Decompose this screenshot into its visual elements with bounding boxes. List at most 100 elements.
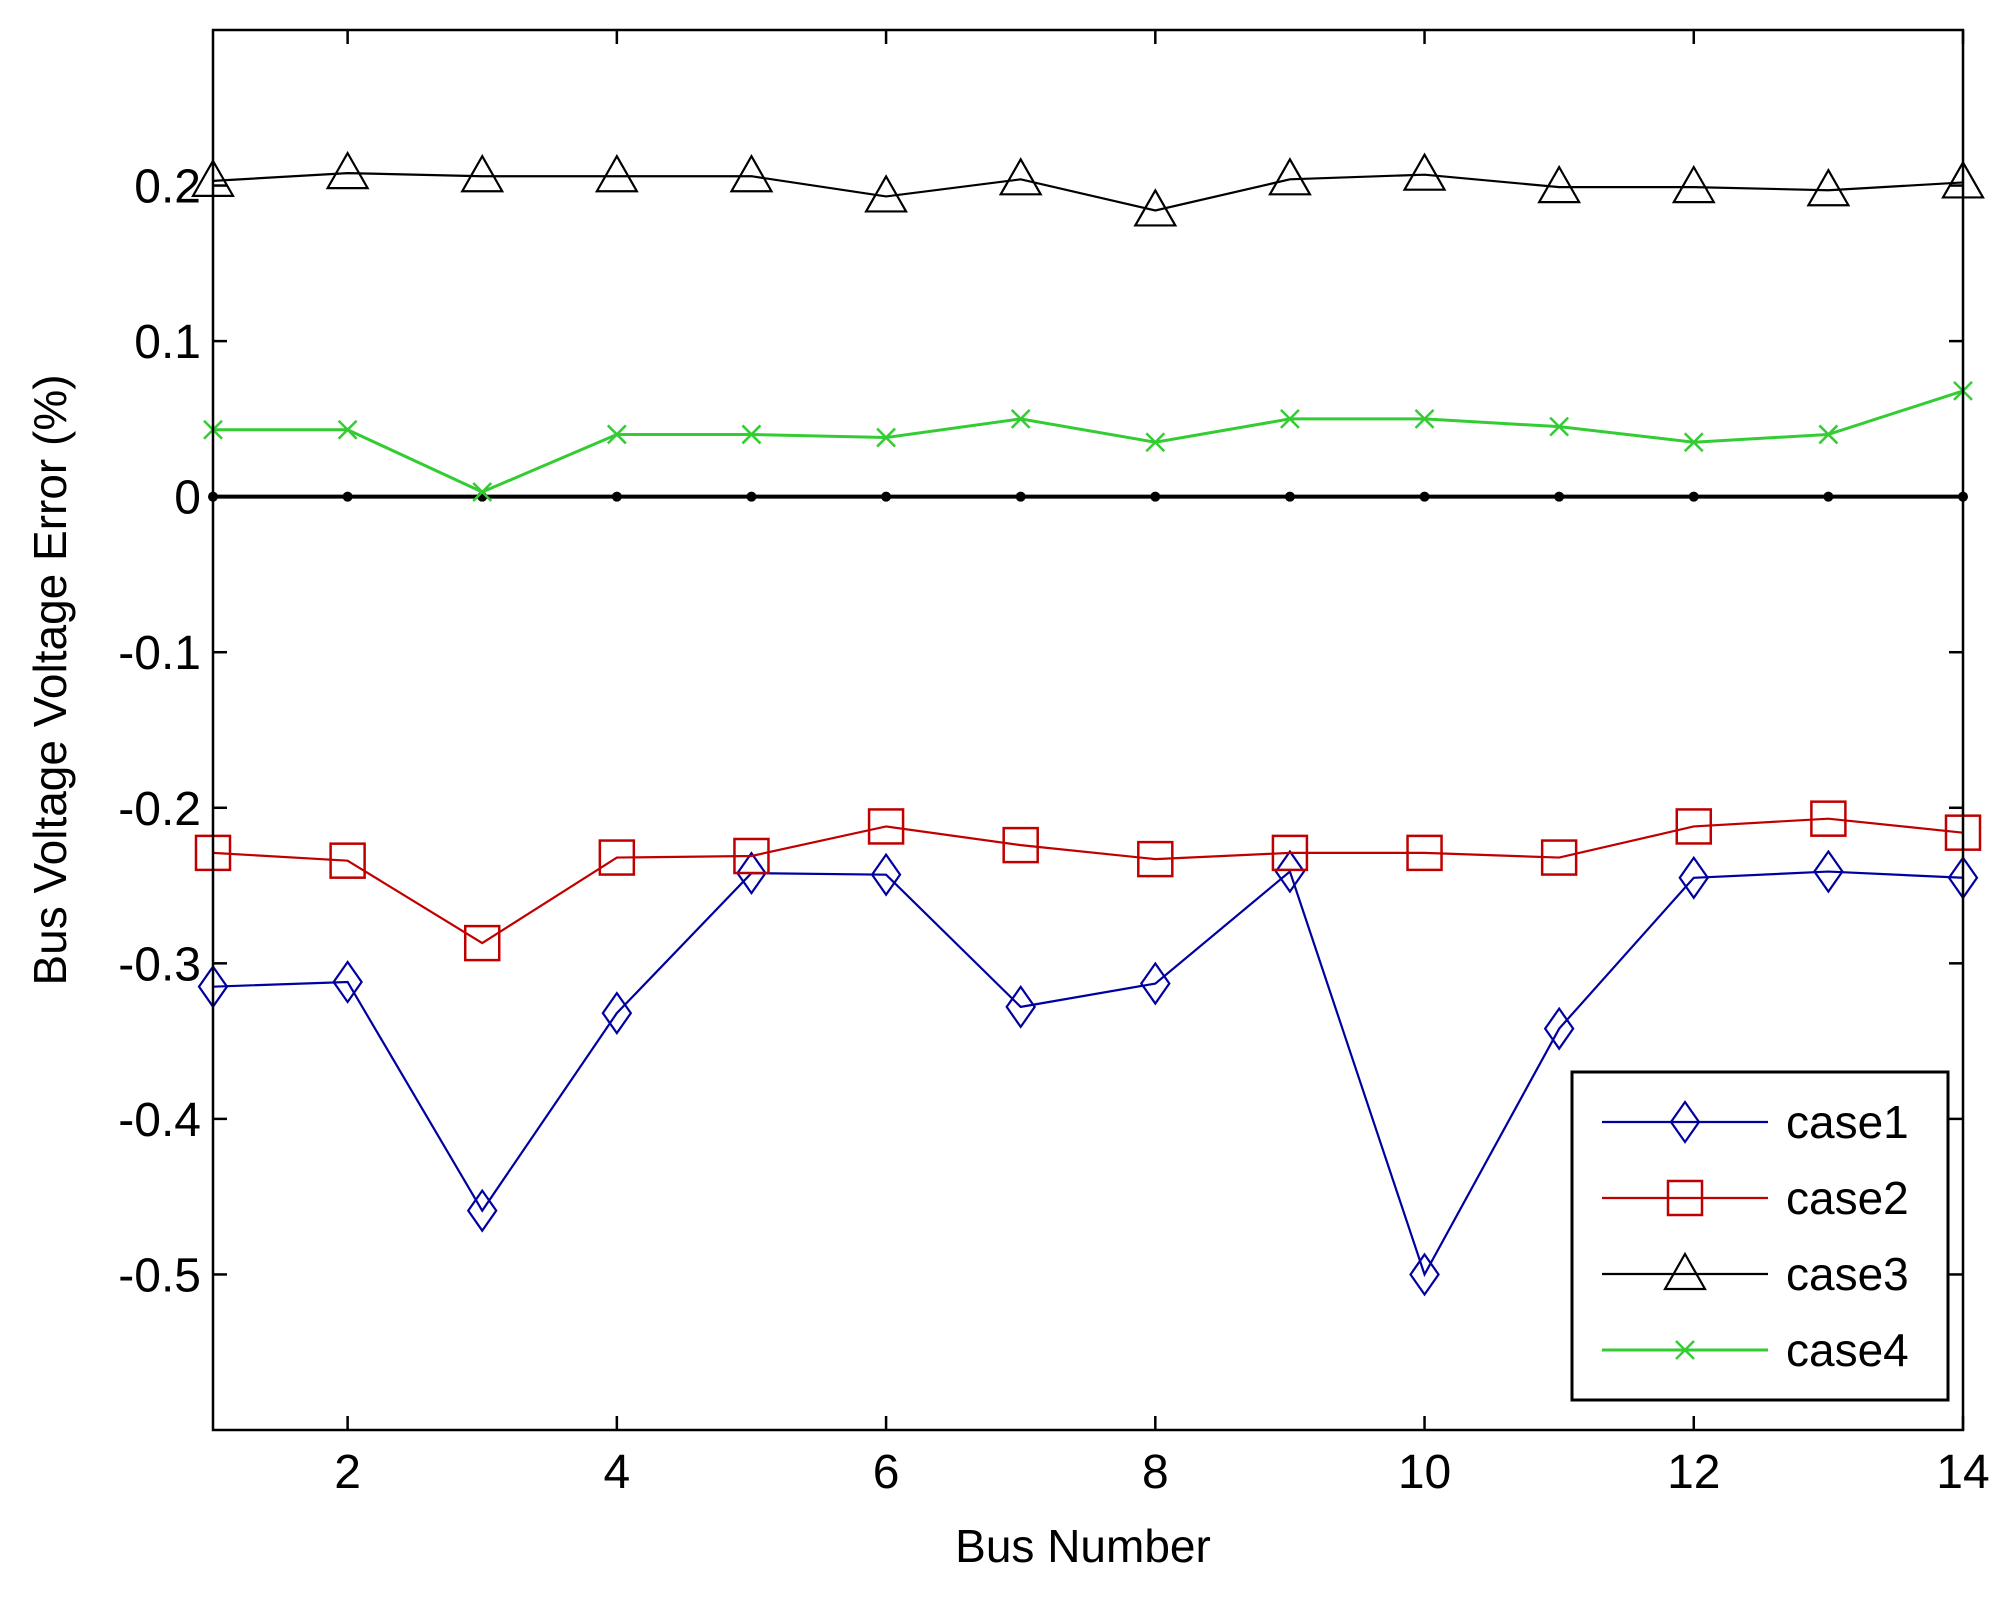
axes: 2 4 6 8 10 12 14 -0.5 -0.4 -0.3 -0.2 -0.1 0 0.1 0.2 [118,28,1990,1499]
x-marker-stroke [606,424,627,445]
data-point-case4 [876,427,896,448]
data-point-case2 [329,842,366,879]
data-point-case1 [1139,961,1171,1006]
x-tick-label: 4 [603,1446,630,1499]
data-point-case3 [1806,168,1851,207]
legend-marker [1666,1179,1704,1217]
data-point-case3 [325,150,370,190]
x-marker-stroke [1010,409,1031,429]
data-point-case1 [1409,1252,1440,1297]
data-point-case4 [337,419,358,440]
data-point-case3 [1537,164,1582,204]
series-line-case2 [212,817,1964,945]
y-tick-label: -0.2 [118,783,201,836]
data-point-case2 [1137,840,1174,878]
reference-dot [1150,491,1161,502]
y-tick-label: -0.1 [118,627,201,680]
data-point-case1 [1005,984,1037,1029]
data-point-case4 [1010,409,1031,429]
data-point-case3 [1671,164,1716,204]
x-marker-stroke [876,427,896,448]
data-point-case3 [1133,188,1178,227]
x-tick-label: 6 [873,1446,900,1499]
data-point-case4 [1280,409,1300,429]
data-point-case3 [1402,152,1447,191]
reference-dot [611,491,622,502]
y-tick-label: 0 [174,472,201,525]
legend-item-case1: case1 [1602,1096,1909,1148]
data-point-case2 [1540,839,1578,876]
y-axis-label: Bus Voltage Voltage Error (%) [24,374,76,985]
legend-box [1570,1070,1950,1402]
x-tick-label: 8 [1142,1446,1169,1499]
reference-dot [1419,491,1430,502]
data-point-case2 [1810,800,1847,837]
data-point-case1 [1813,849,1844,894]
reference-dot [1015,491,1026,502]
x-marker-stroke [1683,432,1704,453]
data-point-case1 [736,851,767,896]
data-point-case3 [594,154,639,193]
x-marker-stroke [1675,1340,1695,1360]
x-marker-stroke [1549,416,1570,437]
x-marker-stroke [741,424,762,445]
data-point-case2 [1406,834,1443,872]
legend-label: case2 [1786,1172,1909,1224]
legend-item-case4: case4 [1602,1324,1909,1376]
data-point-case2 [463,924,501,962]
x-marker-stroke [1414,409,1435,429]
legend-marker [1669,1100,1701,1144]
data-point-case2 [867,808,905,845]
data-point-case1 [1274,849,1306,894]
x-marker-stroke [472,482,493,502]
reference-dot [1688,491,1699,502]
data-point-case2 [1002,826,1039,864]
plot-frame [211,28,1965,1432]
legend: case1 case2 case3 case4 [1570,1070,1950,1402]
legend-item-case2: case2 [1602,1172,1909,1224]
x-marker-stroke [1818,424,1839,445]
data-point-case3 [998,157,1043,196]
data-point-case2 [1675,808,1713,845]
data-point-case1 [1543,1006,1575,1051]
reference-dot [1823,491,1834,502]
x-tick-label: 10 [1398,1446,1451,1499]
data-point-case2 [598,839,636,876]
data-point-case4 [1549,416,1570,437]
data-point-case3 [460,154,505,193]
reference-dot [1554,491,1565,502]
x-axis-label: Bus Number [955,1520,1211,1572]
data-point-case2 [733,837,770,875]
series-case4 [203,381,1973,502]
y-tick-label: -0.5 [118,1249,201,1302]
series-line-case3 [212,172,1964,212]
legend-marker [1663,1251,1707,1291]
data-point-case1 [1678,855,1710,900]
data-point-case2 [1271,834,1309,872]
data-point-case3 [1268,157,1312,196]
data-point-case4 [1818,424,1839,445]
series-line-case4 [213,389,1964,494]
plot-area [191,150,1985,1297]
x-tick-label: 12 [1667,1446,1720,1499]
data-point-case1 [870,852,902,897]
y-tick-label: -0.4 [118,1094,201,1147]
series-case2 [194,800,1982,962]
series-line-case1 [212,869,1964,1278]
y-tick-label: 0.2 [134,161,201,214]
data-point-case4 [1145,432,1166,453]
x-tick-label: 14 [1936,1446,1989,1499]
x-marker-stroke [1145,432,1166,453]
x-marker-stroke [1280,409,1300,429]
data-point-case3 [864,174,908,213]
data-point-case4 [1683,432,1704,453]
reference-dot [1284,491,1295,502]
data-point-case3 [729,154,774,193]
reference-dot [881,491,892,502]
legend-label: case4 [1786,1324,1909,1376]
x-tick-label: 2 [334,1446,361,1499]
reference-line-zero [208,491,1968,502]
x-marker-stroke [337,419,358,440]
data-point-case4 [741,424,762,445]
